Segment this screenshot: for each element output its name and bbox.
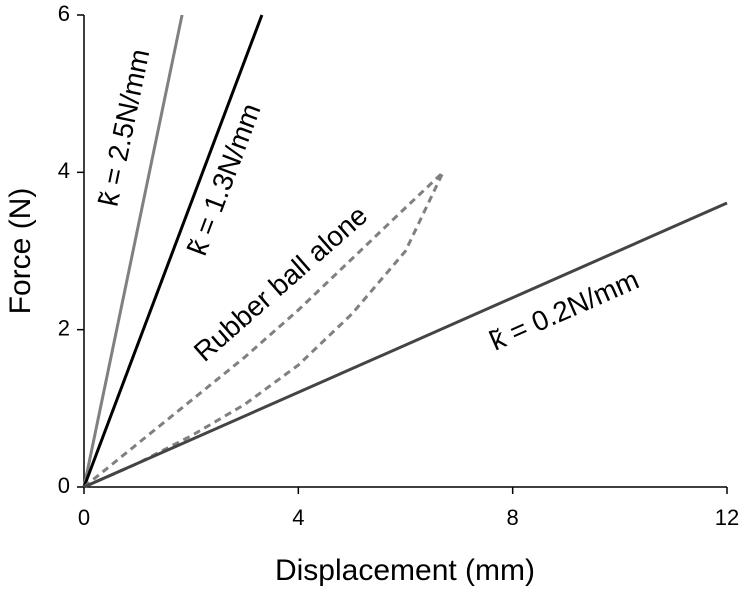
y-tick-label: 6 bbox=[58, 1, 70, 26]
x-tick-label: 12 bbox=[715, 505, 739, 530]
y-axis-title: Force (N) bbox=[4, 188, 37, 315]
x-tick-label: 8 bbox=[507, 505, 519, 530]
y-tick-label: 2 bbox=[58, 315, 70, 340]
x-tick-label: 0 bbox=[78, 505, 90, 530]
x-tick-label: 4 bbox=[292, 505, 304, 530]
x-axis-title: Displacement (mm) bbox=[275, 554, 535, 587]
data-line bbox=[82, 14, 264, 488]
data-line bbox=[83, 201, 728, 489]
data-line bbox=[83, 171, 445, 489]
line-label: k̃ = 0.2N/mm bbox=[485, 264, 643, 357]
y-tick-label: 0 bbox=[58, 473, 70, 498]
line-label: k̃ = 1.3N/mm bbox=[181, 99, 266, 259]
data-line bbox=[82, 14, 184, 488]
y-tick-label: 4 bbox=[58, 158, 70, 183]
